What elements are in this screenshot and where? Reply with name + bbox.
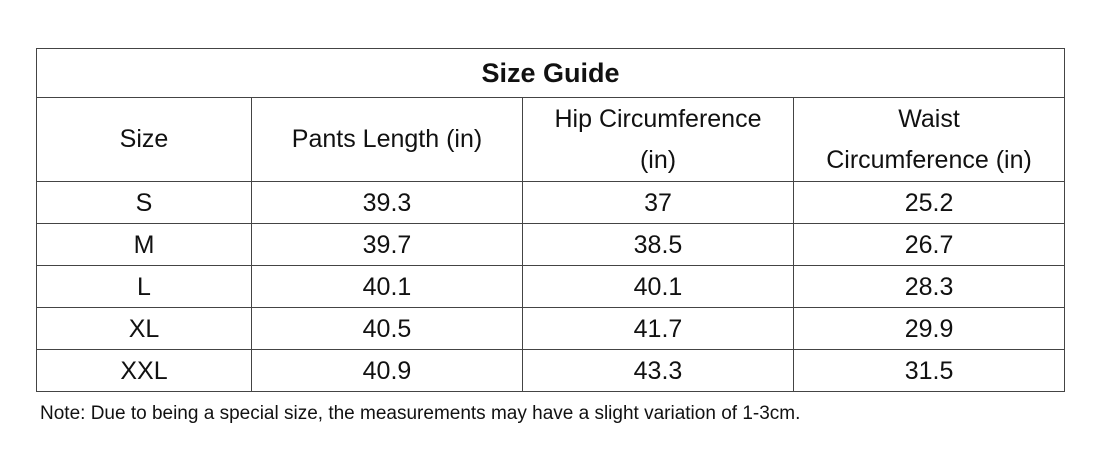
- data-cell: 41.7: [522, 307, 794, 350]
- data-row: L 40.1 40.1 28.3: [36, 265, 1066, 308]
- data-cell: 38.5: [522, 223, 794, 266]
- data-cell: 43.3: [522, 349, 794, 392]
- data-row: XL 40.5 41.7 29.9: [36, 307, 1066, 350]
- data-cell: M: [36, 223, 252, 266]
- data-cell: S: [36, 181, 252, 224]
- data-cell: 40.9: [251, 349, 523, 392]
- data-row: M 39.7 38.5 26.7: [36, 223, 1066, 266]
- data-cell: XXL: [36, 349, 252, 392]
- data-cell: L: [36, 265, 252, 308]
- data-cell: 40.5: [251, 307, 523, 350]
- table-title: Size Guide: [35, 48, 1066, 98]
- data-cell: 25.2: [792, 181, 1066, 224]
- data-cell: 39.7: [251, 223, 523, 266]
- header-cell: Hip Circumference (in): [522, 97, 794, 182]
- header-cell: Waist Circumference (in): [792, 97, 1066, 182]
- size-table: Size Guide Size Pants Length (in) Hip Circ…: [35, 48, 1066, 392]
- data-cell: 40.1: [251, 265, 523, 308]
- data-cell: 31.5: [792, 349, 1066, 392]
- data-row: XXL 40.9 43.3 31.5: [36, 349, 1066, 392]
- data-cell: 26.7: [792, 223, 1066, 266]
- data-cell: XL: [36, 307, 252, 350]
- data-cell: 28.3: [792, 265, 1066, 308]
- header-row: Size Pants Length (in) Hip Circumference (…: [36, 97, 1066, 182]
- data-row: S 39.3 37 25.2: [36, 181, 1066, 224]
- data-cell: 40.1: [522, 265, 794, 308]
- note: Note: Due to being a special size, the m…: [40, 403, 801, 424]
- header-cell: Size: [36, 97, 252, 182]
- table-body: Size Pants Length (in) Hip Circumference (…: [36, 97, 1066, 392]
- data-cell: 37: [522, 181, 794, 224]
- data-cell: 39.3: [251, 181, 523, 224]
- data-cell: 29.9: [792, 307, 1066, 350]
- header-cell: Pants Length (in): [251, 97, 523, 182]
